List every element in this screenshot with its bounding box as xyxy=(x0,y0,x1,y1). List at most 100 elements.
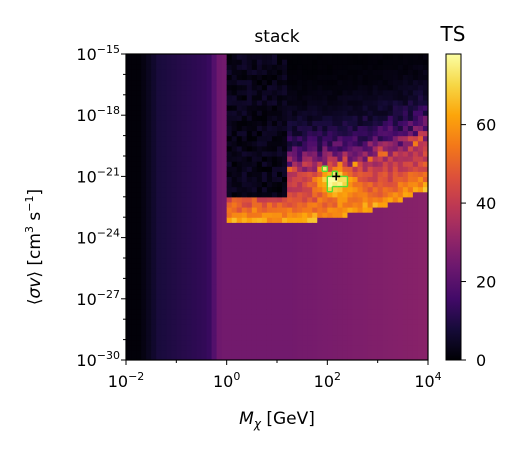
heatmap-cell xyxy=(141,207,147,213)
heatmap-cell xyxy=(256,217,263,223)
heatmap-cell xyxy=(377,278,384,285)
heatmap-cell xyxy=(211,54,218,60)
heatmap-cell xyxy=(337,339,344,346)
heatmap-cell xyxy=(282,334,288,341)
heatmap-cell xyxy=(382,242,389,249)
heatmap-cell xyxy=(241,293,248,300)
heatmap-cell xyxy=(322,263,328,269)
heatmap-cell xyxy=(161,222,167,228)
heatmap-cell xyxy=(206,69,213,75)
heatmap-cell xyxy=(357,222,364,228)
heatmap-cell xyxy=(136,324,142,330)
heatmap-cell xyxy=(372,99,379,106)
heatmap-cell xyxy=(342,247,349,254)
heatmap-cell xyxy=(256,344,263,351)
heatmap-cell xyxy=(337,227,344,234)
heatmap-cell xyxy=(261,227,268,234)
heatmap-cell xyxy=(302,298,308,305)
heatmap-cell xyxy=(402,156,409,162)
heatmap-cell xyxy=(397,344,404,351)
heatmap-cell xyxy=(171,273,177,279)
heatmap-cell xyxy=(417,135,424,142)
heatmap-cell xyxy=(322,303,328,310)
heatmap-cell xyxy=(342,237,349,244)
heatmap-cell xyxy=(186,278,193,285)
heatmap-cell xyxy=(256,298,263,305)
heatmap-cell xyxy=(417,339,424,346)
heatmap-cell xyxy=(417,232,424,239)
heatmap-cell xyxy=(402,64,409,70)
heatmap-cell xyxy=(221,278,228,285)
heatmap-cell xyxy=(287,74,293,81)
heatmap-cell xyxy=(171,94,177,101)
heatmap-cell xyxy=(156,232,162,239)
heatmap-cell xyxy=(196,344,203,351)
heatmap-cell xyxy=(312,324,318,330)
heatmap-cell xyxy=(216,74,223,81)
x-tick-label: 100 xyxy=(213,370,240,391)
heatmap-cell xyxy=(302,145,308,152)
heatmap-cell xyxy=(196,150,203,157)
heatmap-cell xyxy=(352,79,359,86)
heatmap-cell xyxy=(146,105,152,111)
heatmap-cell xyxy=(206,161,213,167)
heatmap-cell xyxy=(302,329,308,336)
heatmap-cell xyxy=(126,161,132,167)
heatmap-cell xyxy=(151,125,157,132)
heatmap-cell xyxy=(392,247,399,254)
heatmap-cell xyxy=(302,186,308,193)
heatmap-cell xyxy=(161,217,167,223)
heatmap-cell xyxy=(186,176,193,183)
heatmap-cell xyxy=(151,99,157,106)
heatmap-cell xyxy=(317,79,323,86)
heatmap-cell xyxy=(156,258,162,264)
heatmap-cell xyxy=(387,242,394,249)
heatmap-cell xyxy=(302,283,308,290)
heatmap-cell xyxy=(397,145,404,152)
heatmap-cell xyxy=(337,303,344,310)
heatmap-cell xyxy=(131,135,137,142)
heatmap-cell xyxy=(176,89,182,96)
heatmap-cell xyxy=(312,227,318,234)
heatmap-cell xyxy=(282,288,288,295)
heatmap-cell xyxy=(211,349,218,356)
heatmap-cell xyxy=(141,99,147,106)
heatmap-cell xyxy=(412,201,419,208)
heatmap-cell xyxy=(422,288,428,295)
heatmap-cell xyxy=(161,263,167,269)
heatmap-cell xyxy=(297,344,303,351)
heatmap-cell xyxy=(181,176,187,183)
heatmap-cell xyxy=(407,54,414,60)
heatmap-cell xyxy=(297,125,303,132)
heatmap-cell xyxy=(256,94,263,101)
heatmap-cell xyxy=(287,273,293,279)
heatmap-cell xyxy=(282,156,288,162)
heatmap-cell xyxy=(131,268,137,274)
heatmap-cell xyxy=(271,171,278,177)
heatmap-cell xyxy=(337,135,344,142)
heatmap-cell xyxy=(216,303,223,310)
heatmap-cell xyxy=(377,64,384,70)
heatmap-cell xyxy=(131,150,137,157)
heatmap-cell xyxy=(377,176,384,183)
heatmap-cell xyxy=(161,349,167,356)
heatmap-cell xyxy=(332,59,338,65)
heatmap-cell xyxy=(126,150,132,157)
heatmap-cell xyxy=(347,252,354,259)
heatmap-cell xyxy=(362,344,369,351)
heatmap-cell xyxy=(171,247,177,254)
heatmap-cell xyxy=(307,54,313,60)
heatmap-cell xyxy=(312,99,318,106)
heatmap-cell xyxy=(332,79,338,86)
heatmap-cell xyxy=(141,171,147,177)
heatmap-cell xyxy=(146,59,152,65)
heatmap-cell xyxy=(362,84,369,91)
heatmap-cell xyxy=(402,79,409,86)
heatmap-cell xyxy=(231,84,238,91)
heatmap-cell xyxy=(337,140,344,147)
heatmap-cell xyxy=(352,94,359,101)
heatmap-cell xyxy=(191,140,198,147)
heatmap-cell xyxy=(317,288,323,295)
heatmap-cell xyxy=(412,334,419,341)
